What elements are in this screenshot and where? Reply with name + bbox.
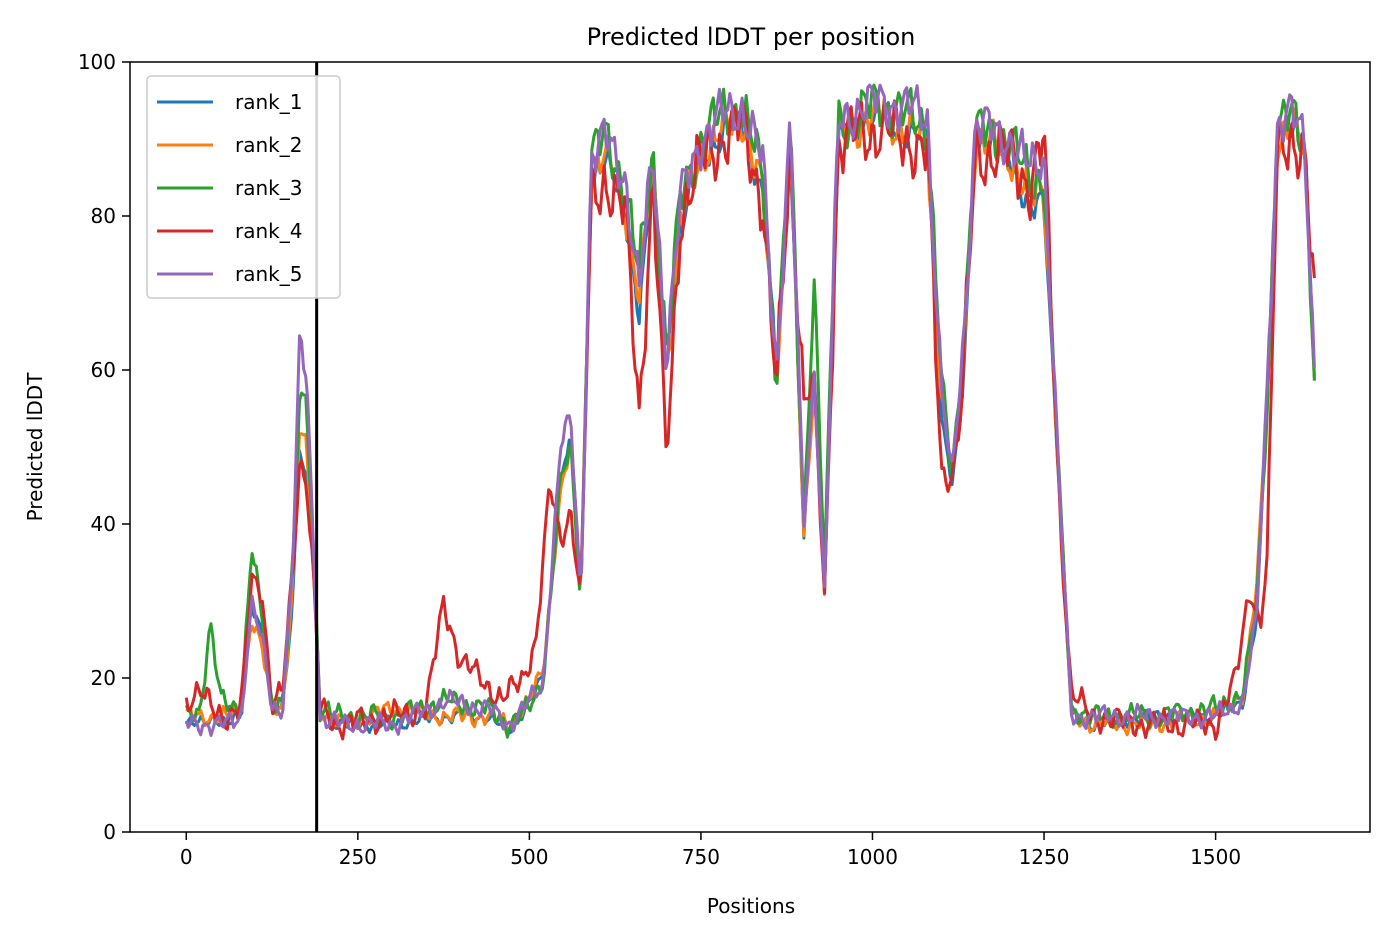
chart-title: Predicted lDDT per position [587, 23, 916, 51]
legend-label: rank_3 [235, 176, 302, 200]
x-tick-label: 500 [510, 845, 548, 869]
y-tick-label: 60 [91, 358, 116, 382]
y-axis-label: Predicted lDDT [23, 372, 47, 522]
legend-box [146, 75, 341, 299]
x-axis: 0 250 500 750 1000 1250 1500 [180, 832, 1241, 869]
axes-frame [129, 61, 1371, 833]
y-tick-label: 80 [91, 204, 116, 228]
legend-label: rank_1 [235, 90, 302, 114]
legend-label: rank_4 [235, 219, 302, 243]
y-tick-label: 20 [91, 666, 116, 690]
legend-label: rank_2 [235, 133, 302, 157]
legend: rank_1 rank_2 rank_3 rank_4 rank_5 [146, 75, 341, 299]
x-tick-label: 750 [682, 845, 720, 869]
x-tick-label: 1250 [1019, 845, 1070, 869]
series-line-rank-4 [184, 97, 1316, 741]
x-tick-label: 1000 [847, 845, 898, 869]
x-tick-label: 1500 [1190, 845, 1241, 869]
legend-label: rank_5 [235, 262, 302, 286]
series-line-rank-5 [184, 83, 1316, 737]
series-line-rank-2 [185, 94, 1316, 737]
y-tick-label: 40 [91, 512, 116, 536]
series-line-rank-1 [184, 98, 1316, 735]
y-tick-label: 100 [78, 50, 116, 74]
x-tick-label: 250 [339, 845, 377, 869]
x-tick-label: 0 [180, 845, 193, 869]
x-axis-label: Positions [707, 894, 795, 918]
series-lines [184, 83, 1316, 741]
y-axis: 0 20 40 60 80 100 [78, 50, 130, 844]
y-tick-label: 0 [103, 820, 116, 844]
